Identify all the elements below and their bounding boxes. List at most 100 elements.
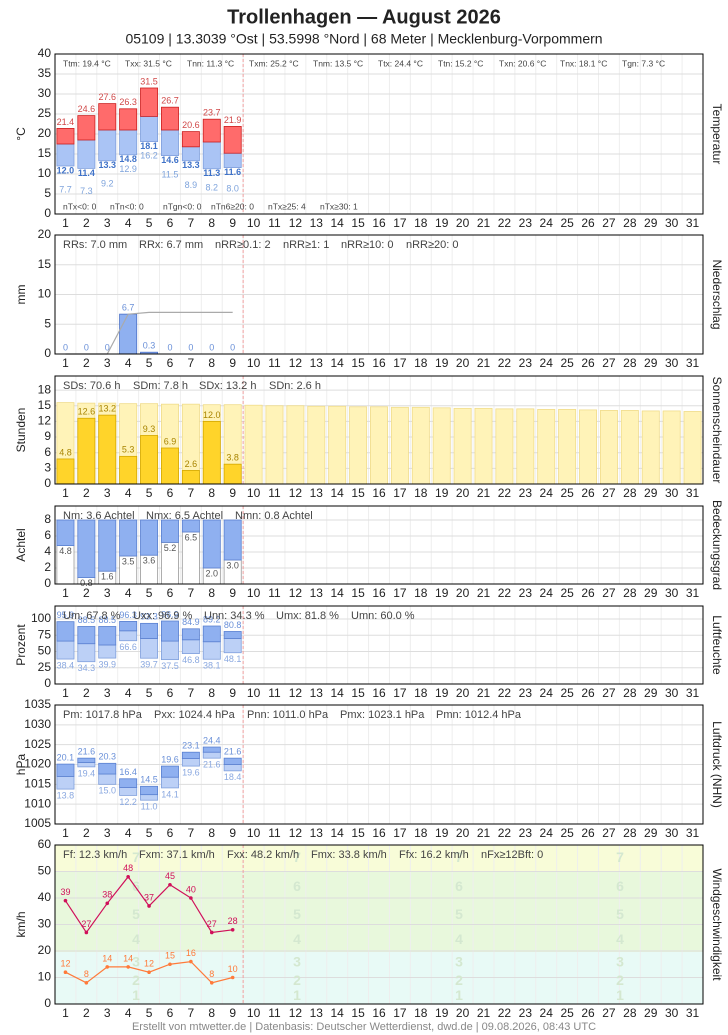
data-label: 27.6 [98,92,116,102]
stat: Nm: 3.6 Achtel [63,510,135,522]
x-tick-label: 5 [146,486,153,500]
stat: Pnn: 1011.0 hPa [247,709,329,721]
y-tick-label: 1010 [24,796,51,810]
x-tick-label: 14 [331,216,345,230]
x-tick-label: 5 [146,826,153,840]
x-tick-label: 30 [665,1006,679,1020]
temp-bar-upper [140,87,159,117]
mean-point [209,981,214,985]
x-tick-label: 11 [268,486,281,500]
gust-point [105,901,110,906]
data-label: 38 [102,890,112,900]
beaufort-label: 4 [132,931,140,947]
x-tick-label: 23 [519,826,533,840]
x-tick-label: 6 [167,686,174,700]
x-tick-label: 19 [435,686,449,700]
y-tick-label: 2 [44,560,51,574]
data-label: 27 [81,919,91,929]
beaufort-label: 6 [455,878,463,894]
data-label: 16.4 [119,767,137,777]
plot-frame [54,605,704,685]
data-label: 6.9 [164,436,177,446]
data-label: 39.7 [140,660,158,670]
x-tick-label: 31 [686,216,700,230]
x-tick-label: 17 [393,356,407,370]
temp-bar-lower [119,129,138,156]
data-label: 21.6 [203,760,221,770]
beaufort-label: 7 [455,849,463,865]
temp-bar-upper [77,115,96,141]
data-label: 23.1 [182,741,200,751]
stat: Fxm: 37.1 km/h [139,849,215,861]
range-bar-lower [77,762,96,768]
x-tick-label: 24 [540,586,554,600]
data-label: 89.2 [203,614,221,624]
x-tick-label: 21 [477,826,491,840]
beaufort-label: 6 [132,878,140,894]
x-tick-label: 18 [414,586,428,600]
cover-part [223,519,242,561]
y-tick-label: 35 [38,66,52,80]
x-tick-label: 6 [167,486,174,500]
stat: nTn<0: 0 [110,201,144,211]
range-bar-upper [119,778,138,788]
x-tick-label: 31 [686,486,700,500]
x-tick-label: 7 [188,686,195,700]
data-label: 14.1 [161,789,179,799]
x-tick-label: 26 [581,686,595,700]
range-bar-upper [77,757,96,763]
data-label: 14 [123,953,133,963]
data-label: 3.8 [226,453,239,463]
x-tick-label: 21 [477,1006,491,1020]
x-tick-label: 5 [146,356,153,370]
temp-bar-upper [223,126,242,154]
cover-part [56,519,75,547]
x-tick-label: 26 [581,216,595,230]
temp-bar-lower [98,129,117,162]
stat: Ff: 12.3 km/h [63,849,127,861]
x-tick-label: 30 [665,586,679,600]
data-label: 24.6 [78,104,96,114]
x-tick-label: 11 [268,216,281,230]
range-bar-lower [202,641,221,660]
x-tick-label: 26 [581,826,595,840]
x-tick-label: 28 [623,1006,637,1020]
temp-bar-lower [181,146,200,162]
data-label: 21.4 [57,117,75,127]
x-tick-label: 16 [372,826,386,840]
band [55,872,703,952]
plot-frame [54,375,704,485]
x-tick-label: 26 [581,1006,595,1020]
x-tick-label: 10 [247,586,261,600]
cover-part [77,519,96,578]
stat: nTx<0: 0 [63,201,97,211]
background-bar [620,410,639,485]
beaufort-label: 1 [616,987,624,1003]
x-tick-label: 25 [560,826,574,840]
data-label: 5.2 [164,543,177,553]
beaufort-label: 5 [293,906,301,922]
x-tick-label: 3 [104,486,111,500]
range-bar-upper [140,785,159,796]
cover-part [119,519,138,557]
range-bar-lower [160,640,179,661]
data-label: 31.5 [140,76,158,86]
background-bar [453,407,472,485]
x-tick-label: 2 [83,1006,90,1020]
x-tick-label: 20 [456,356,470,370]
data-label: 3.0 [226,560,239,570]
x-tick-label: 6 [167,356,174,370]
x-tick-label: 30 [665,216,679,230]
x-tick-label: 20 [456,826,470,840]
data-label: 15 [165,951,175,961]
x-tick-label: 13 [310,356,324,370]
data-label: 9.2 [101,179,114,189]
data-label: 11.4 [78,168,95,178]
stat: SDx: 13.2 h [199,380,256,392]
x-tick-label: 13 [310,686,324,700]
x-tick-label: 8 [208,1006,215,1020]
x-tick-label: 26 [581,486,595,500]
data-label: 48.1 [224,654,242,664]
gust-point [84,930,89,935]
bar [202,420,221,485]
